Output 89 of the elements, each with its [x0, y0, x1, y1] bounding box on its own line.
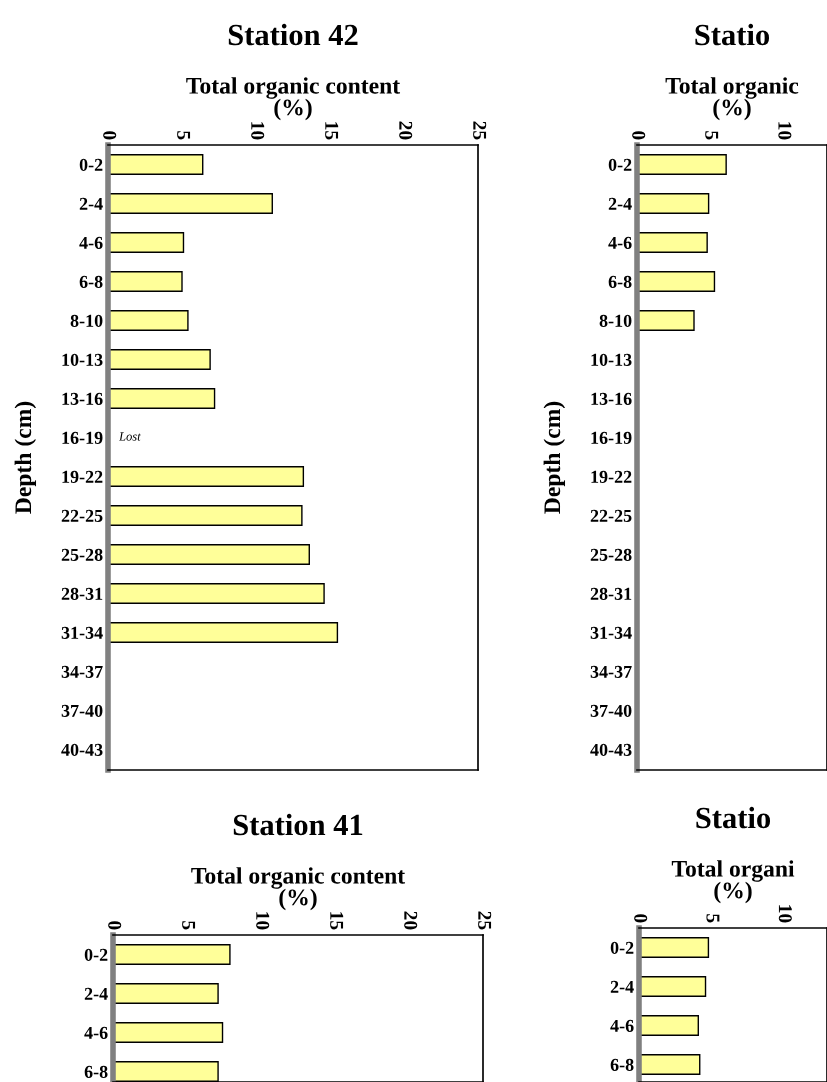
y-tick-label: 28-31 — [61, 587, 103, 600]
bar — [108, 193, 273, 214]
bar — [108, 505, 303, 526]
y-tick-label: 4-6 — [79, 236, 103, 249]
y-tick-label: 40-43 — [61, 743, 103, 756]
x-tick-label: 15 — [325, 122, 339, 140]
bar — [108, 388, 216, 409]
y-tick-label: 4-6 — [84, 1026, 108, 1039]
y-tick-label: 22-25 — [590, 509, 632, 522]
y-tick-label: 31-34 — [61, 626, 103, 639]
y-tick-label: 25-28 — [61, 548, 103, 561]
x-tick-label: 15 — [330, 912, 344, 930]
y-tick-label: 34-37 — [61, 665, 103, 678]
x-tick-label: 0 — [632, 131, 646, 140]
bar — [108, 232, 185, 253]
annotation: Lost — [118, 432, 141, 441]
x-tick-label: 20 — [399, 121, 413, 140]
bar — [637, 154, 727, 175]
chart-title: Station 42 — [228, 23, 358, 46]
bar — [637, 193, 710, 214]
y-tick-label: 2-4 — [84, 987, 108, 1000]
x-tick-label: 10 — [778, 905, 792, 923]
bar — [108, 154, 204, 175]
y-tick-label: 19-22 — [62, 470, 103, 483]
y-tick-label: 34-37 — [590, 665, 632, 678]
y-tick-label: 6-8 — [79, 275, 103, 288]
y-tick-label: 25-28 — [590, 548, 632, 561]
bar — [113, 944, 231, 965]
y-tick-label: 10-13 — [591, 353, 632, 366]
x-tick-label: 25 — [478, 911, 492, 930]
y-tick-label: 16-19 — [62, 431, 103, 444]
bar — [108, 271, 183, 292]
y-tick-label: 0-2 — [84, 948, 108, 961]
y-tick-label: 8-10 — [599, 314, 632, 327]
y-tick-label: 6-8 — [608, 275, 632, 288]
x-tick-label: 0 — [108, 921, 122, 930]
y-tick-label: 13-16 — [591, 392, 632, 405]
y-tick-label: 4-6 — [610, 1019, 634, 1032]
y-tick-label: 0-2 — [608, 158, 632, 171]
y-tick-label: 6-8 — [84, 1065, 108, 1078]
y-tick-label: 8-10 — [70, 314, 103, 327]
x-tick-label: 0 — [634, 914, 648, 923]
x-tick-label: 5 — [177, 131, 191, 140]
x-tick-label: 5 — [705, 131, 719, 140]
y-tick-label: 0-2 — [79, 158, 103, 171]
y-tick-label: 13-16 — [62, 392, 103, 405]
bar — [108, 622, 339, 643]
y-tick-label: 31-34 — [590, 626, 632, 639]
chart-title: Statio — [695, 23, 770, 46]
x-tick-label: 5 — [182, 921, 196, 930]
bar — [108, 466, 305, 487]
x-tick-label: 25 — [473, 121, 487, 140]
x-tick-label: 10 — [251, 122, 265, 140]
y-tick-label: 2-4 — [608, 197, 632, 210]
x-axis-title: Total organic content (%) — [186, 77, 401, 121]
x-axis-title: Total organic content (%) — [191, 867, 406, 911]
y-tick-label: 6-8 — [610, 1058, 634, 1071]
bar — [637, 271, 716, 292]
x-tick-label: 20 — [404, 911, 418, 930]
bar — [637, 310, 695, 331]
x-tick-label: 5 — [706, 914, 720, 923]
y-tick-label: 2-4 — [610, 980, 634, 993]
y-tick-label: 2-4 — [79, 197, 103, 210]
y-tick-label: 22-25 — [61, 509, 103, 522]
y-tick-label: 16-19 — [591, 431, 632, 444]
chart-title: Station 41 — [233, 813, 363, 836]
y-tick-label: 19-22 — [591, 470, 632, 483]
y-axis-title: Depth (cm) — [14, 401, 37, 514]
y-axis-title: Depth (cm) — [543, 401, 566, 514]
bar — [108, 544, 310, 565]
y-tick-label: 28-31 — [590, 587, 632, 600]
bar — [108, 349, 211, 370]
x-tick-label: 10 — [256, 912, 270, 930]
bar — [113, 983, 219, 1004]
bar — [637, 232, 708, 253]
y-tick-label: 37-40 — [590, 704, 632, 717]
y-tick-label: 10-13 — [62, 353, 103, 366]
x-tick-label: 0 — [103, 131, 117, 140]
x-tick-label: 10 — [778, 122, 792, 140]
x-axis-title: Total organi (%) — [671, 860, 795, 904]
y-tick-label: 4-6 — [608, 236, 632, 249]
bar — [108, 310, 189, 331]
bar — [108, 583, 325, 604]
y-tick-label: 40-43 — [590, 743, 632, 756]
y-tick-label: 0-2 — [610, 941, 634, 954]
bar — [113, 1022, 224, 1043]
x-axis-title: Total organic (%) — [665, 77, 799, 121]
chart-title: Statio — [696, 806, 771, 829]
y-tick-label: 37-40 — [61, 704, 103, 717]
